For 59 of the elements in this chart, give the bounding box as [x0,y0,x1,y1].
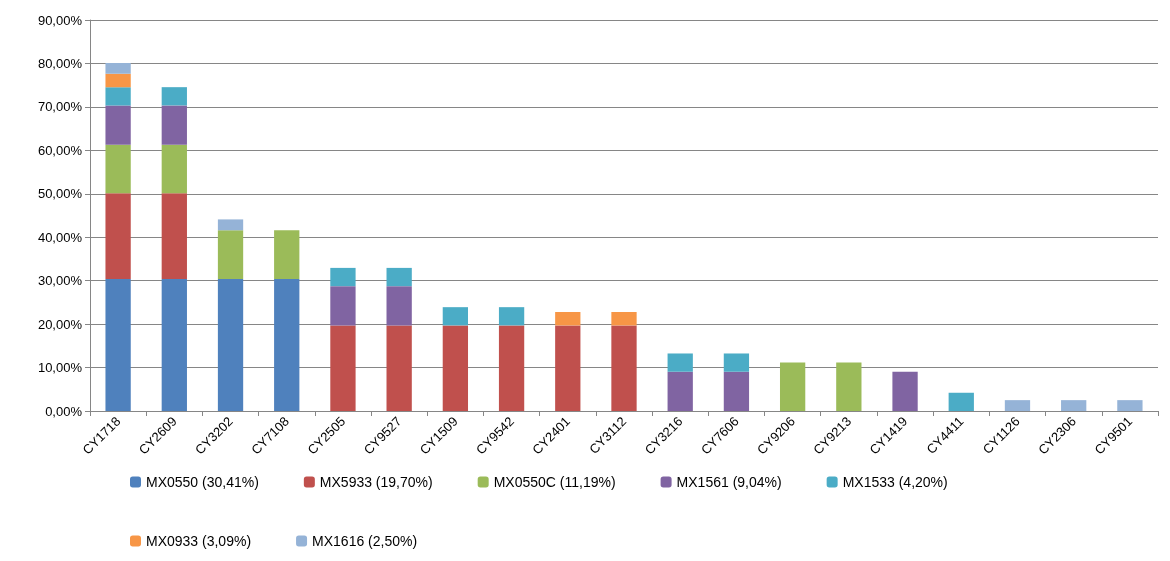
bar [836,362,862,411]
bar [667,353,693,372]
bar [105,278,131,411]
bar [105,193,131,279]
bar [161,87,187,106]
legend-label: MX5933 (19,70%) [319,474,433,490]
y-tick-label: 0,00% [45,403,83,419]
bar [442,325,469,411]
bar [330,286,356,326]
y-tick-label: 40,00% [37,229,83,245]
bar [779,362,806,411]
legend-label: MX1616 (2,50%) [312,533,418,549]
bar [611,325,637,411]
bar [723,371,750,411]
bar [386,325,412,411]
bar [105,87,131,106]
y-tick-label: 30,00% [37,273,83,289]
bar [555,311,581,326]
bar [330,325,356,411]
bar [161,105,187,145]
y-tick-label: 10,00% [37,360,83,376]
legend-label: MX1533 (4,20%) [842,474,948,490]
y-tick-label: 50,00% [37,186,83,202]
bar [161,193,187,279]
y-tick-label: 90,00% [37,12,83,28]
bar [723,353,750,372]
bar [555,325,581,411]
bar [330,267,356,287]
bar [386,267,412,287]
bar [1061,400,1087,411]
bar [274,278,300,411]
bar [105,144,131,194]
bar [105,73,131,88]
bar [1004,400,1031,411]
bar [611,311,637,326]
bar [217,219,244,231]
bar [217,278,244,411]
y-tick-label: 20,00% [37,316,83,332]
bar [105,105,131,145]
bar [105,62,131,74]
bar [667,371,693,411]
bar [442,307,469,326]
bar [498,307,525,326]
y-tick-label: 80,00% [37,55,83,71]
bar [1117,400,1143,411]
legend-label: MX0550C (11,19%) [493,474,616,490]
bar [386,286,412,326]
bar [217,230,244,279]
y-tick-label: 60,00% [37,142,83,158]
bar [274,230,300,279]
legend-label: MX0933 (3,09%) [146,533,252,549]
bar [498,325,525,411]
bar [161,278,187,411]
legend-label: MX0550 (30,41%) [146,474,259,490]
legend-label: MX1561 (9,04%) [676,474,782,490]
bar [892,371,918,411]
y-tick-label: 70,00% [37,99,83,115]
bar [948,392,974,411]
bar [161,144,187,194]
